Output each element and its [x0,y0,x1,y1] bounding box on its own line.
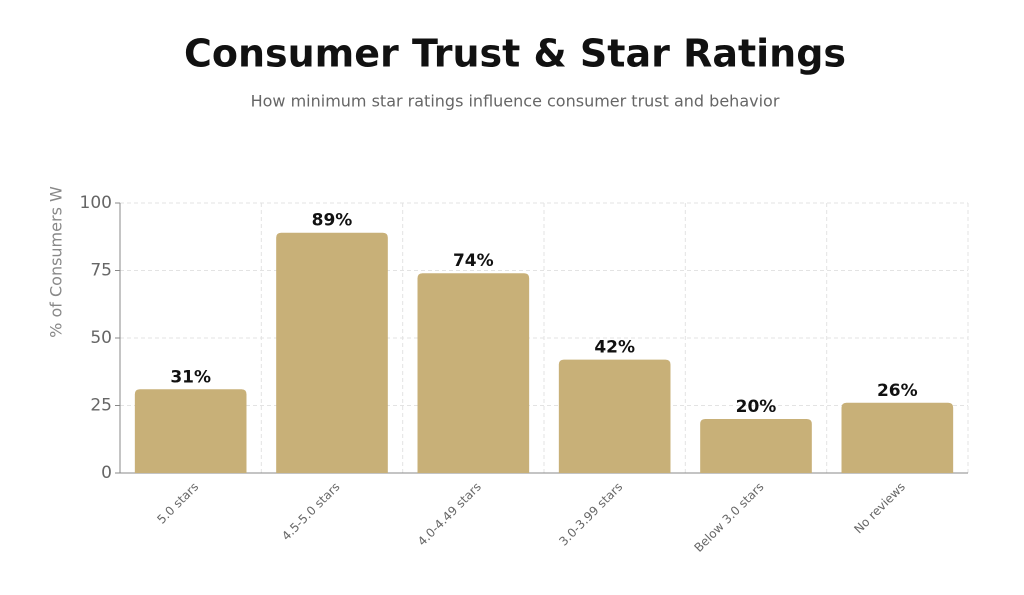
value-label: 74% [453,251,494,271]
bar [134,389,247,473]
bar [558,359,671,473]
value-label: 89% [312,211,353,231]
bar [417,273,530,473]
x-tick-label: Below 3.0 stars [691,480,766,555]
bar [841,402,954,473]
value-label: 26% [877,381,918,401]
y-tick-label: 100 [80,193,112,213]
value-label: 31% [170,367,211,387]
y-tick-label: 75 [90,261,112,281]
chart-subtitle: How minimum star ratings influence consu… [251,92,780,111]
y-axis-label: % of Consumers W [47,186,66,338]
y-tick-label: 0 [101,463,112,483]
bar [700,419,812,473]
y-tick-label: 50 [90,328,112,348]
x-tick-label: 3.0-3.99 stars [556,480,625,549]
x-tick-label: No reviews [851,480,908,537]
x-tick-label: 5.0 stars [154,480,201,527]
x-tick-label: 4.5-5.0 stars [279,480,343,544]
value-label: 20% [736,397,777,417]
y-tick-label: 25 [90,396,112,416]
x-tick-label: 4.0-4.49 stars [415,480,484,549]
chart-title: Consumer Trust & Star Ratings [184,32,846,76]
bar [276,232,388,473]
value-label: 42% [594,338,635,358]
